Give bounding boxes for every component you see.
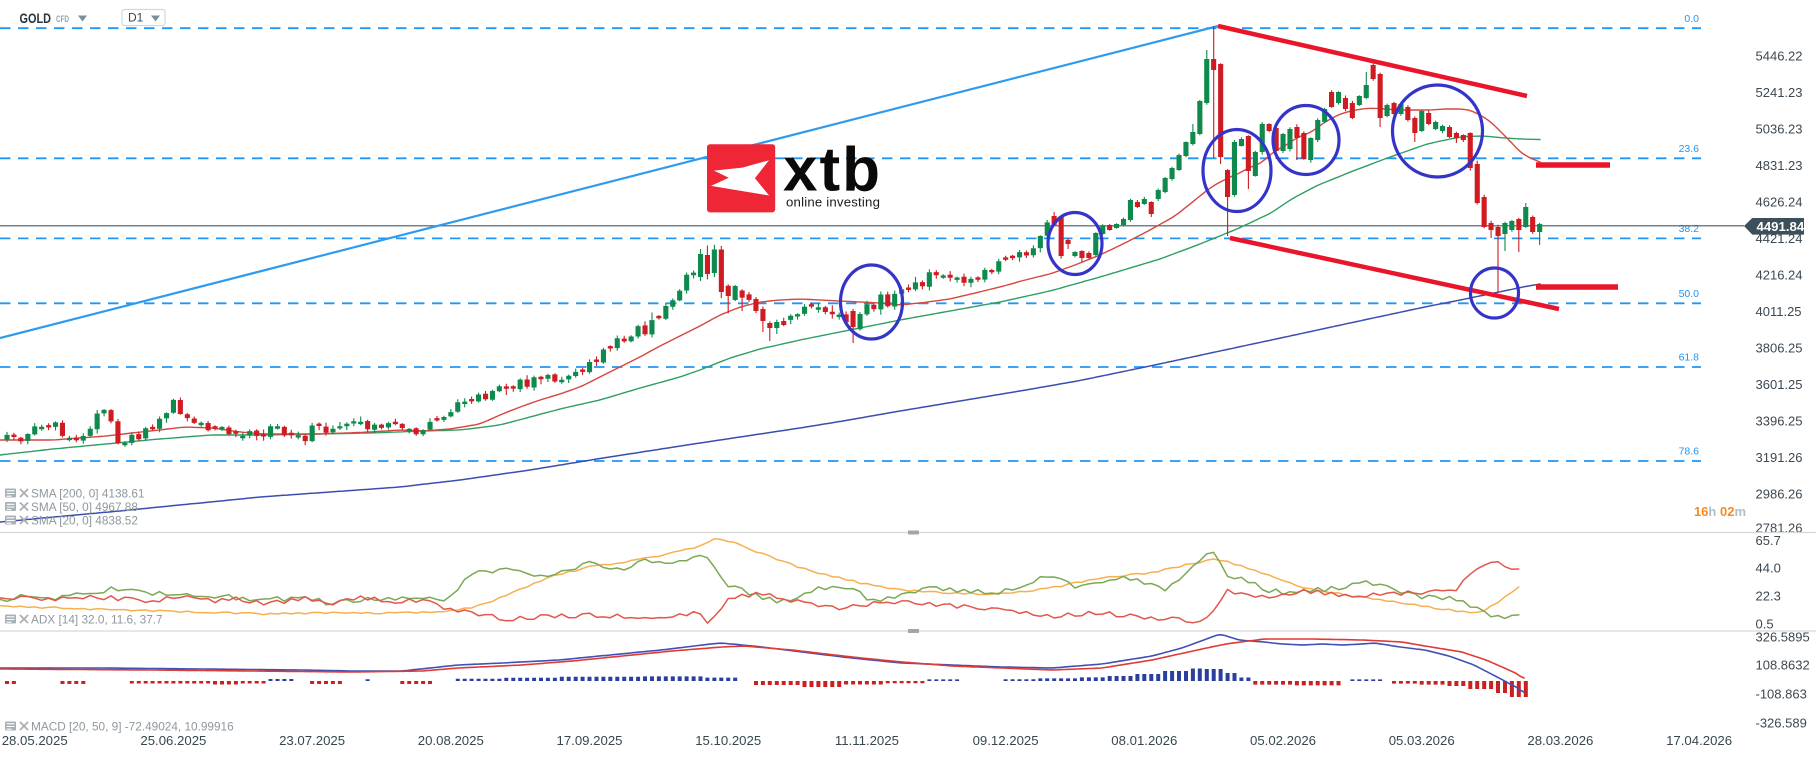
svg-text:2986.26: 2986.26 bbox=[1756, 487, 1803, 502]
svg-text:4831.23: 4831.23 bbox=[1756, 158, 1803, 173]
svg-text:23.6: 23.6 bbox=[1679, 143, 1700, 155]
svg-text:5241.23: 5241.23 bbox=[1756, 85, 1803, 100]
svg-text:28.03.2026: 28.03.2026 bbox=[1527, 733, 1593, 748]
svg-text:3191.26: 3191.26 bbox=[1756, 450, 1803, 465]
svg-text:22.3: 22.3 bbox=[1756, 589, 1781, 604]
svg-text:3601.25: 3601.25 bbox=[1756, 377, 1803, 392]
svg-text:09.12.2025: 09.12.2025 bbox=[973, 733, 1039, 748]
svg-text:SMA [50, 0] 4967.88: SMA [50, 0] 4967.88 bbox=[31, 500, 138, 514]
svg-text:78.6: 78.6 bbox=[1679, 446, 1700, 458]
svg-text:0.5: 0.5 bbox=[1756, 617, 1774, 632]
svg-text:4626.24: 4626.24 bbox=[1756, 195, 1803, 210]
svg-text:28.05.2025: 28.05.2025 bbox=[2, 733, 68, 748]
svg-text:2781.26: 2781.26 bbox=[1756, 521, 1803, 536]
svg-text:25.06.2025: 25.06.2025 bbox=[140, 733, 206, 748]
svg-text:D1: D1 bbox=[128, 11, 144, 25]
svg-text:4216.24: 4216.24 bbox=[1756, 268, 1803, 283]
svg-text:MACD [20, 50, 9] -72.49024, 10: MACD [20, 50, 9] -72.49024, 10.99916 bbox=[31, 719, 234, 733]
svg-text:05.02.2026: 05.02.2026 bbox=[1250, 733, 1316, 748]
svg-text:50.0: 50.0 bbox=[1679, 288, 1700, 300]
svg-text:SMA [20, 0] 4838.52: SMA [20, 0] 4838.52 bbox=[31, 513, 138, 527]
svg-text:326.5895: 326.5895 bbox=[1756, 630, 1810, 645]
svg-text:4421.24: 4421.24 bbox=[1756, 231, 1803, 246]
svg-text:08.01.2026: 08.01.2026 bbox=[1111, 733, 1177, 748]
svg-text:4011.25: 4011.25 bbox=[1756, 304, 1802, 319]
svg-text:-326.589: -326.589 bbox=[1756, 716, 1807, 731]
svg-text:online investing: online investing bbox=[786, 195, 880, 210]
svg-text:-108.863: -108.863 bbox=[1756, 687, 1807, 702]
svg-text:GOLD: GOLD bbox=[20, 10, 52, 26]
svg-text:61.8: 61.8 bbox=[1679, 352, 1700, 364]
svg-text:20.08.2025: 20.08.2025 bbox=[418, 733, 484, 748]
svg-text:38.2: 38.2 bbox=[1679, 223, 1700, 235]
svg-text:3806.25: 3806.25 bbox=[1756, 341, 1803, 356]
svg-text:ADX [14] 32.0, 11.6, 37.7: ADX [14] 32.0, 11.6, 37.7 bbox=[31, 612, 163, 626]
svg-text:CFD: CFD bbox=[56, 14, 69, 25]
svg-text:15.10.2025: 15.10.2025 bbox=[695, 733, 761, 748]
svg-text:5446.22: 5446.22 bbox=[1756, 49, 1803, 64]
svg-text:17.04.2026: 17.04.2026 bbox=[1666, 733, 1732, 748]
svg-text:SMA [200, 0] 4138.61: SMA [200, 0] 4138.61 bbox=[31, 486, 144, 500]
svg-text:108.8632: 108.8632 bbox=[1756, 658, 1810, 673]
svg-text:16h 02m: 16h 02m bbox=[1694, 504, 1746, 519]
svg-text:0.0: 0.0 bbox=[1684, 13, 1699, 25]
svg-text:xtb: xtb bbox=[783, 136, 882, 205]
svg-text:3396.25: 3396.25 bbox=[1756, 414, 1803, 429]
svg-text:11.11.2025: 11.11.2025 bbox=[835, 733, 899, 748]
svg-text:23.07.2025: 23.07.2025 bbox=[279, 733, 345, 748]
svg-text:05.03.2026: 05.03.2026 bbox=[1389, 733, 1455, 748]
svg-text:5036.23: 5036.23 bbox=[1756, 122, 1803, 137]
svg-text:4491.84: 4491.84 bbox=[1757, 219, 1805, 234]
svg-text:65.7: 65.7 bbox=[1756, 533, 1781, 548]
svg-text:17.09.2025: 17.09.2025 bbox=[556, 733, 622, 748]
svg-text:44.0: 44.0 bbox=[1756, 561, 1781, 576]
